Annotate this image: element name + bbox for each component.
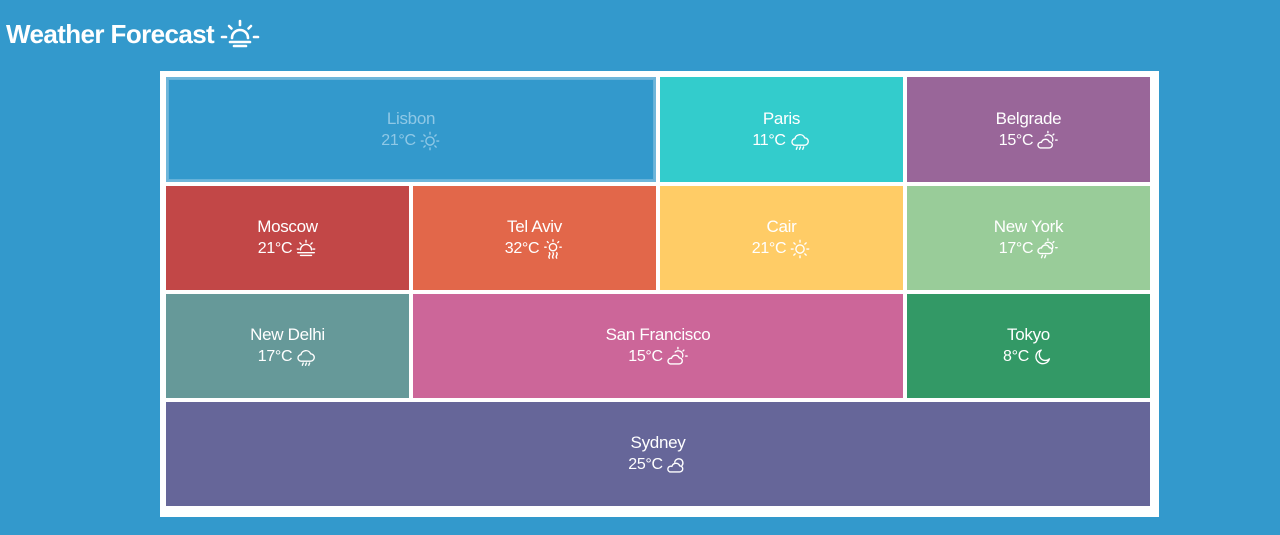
sun-icon [419, 130, 441, 152]
cloud-sun-icon [666, 454, 688, 476]
city-reading: 17°C [258, 346, 318, 368]
city-reading: 15°C [999, 130, 1059, 152]
city-name: Lisbon [386, 108, 436, 128]
city-reading: 11°C [752, 130, 810, 152]
temperature: 21°C [381, 131, 416, 149]
temperature: 11°C [752, 131, 786, 149]
city-name: Sydney [630, 433, 686, 452]
city-reading: 32°C [505, 238, 565, 260]
city-reading: 21°C [258, 238, 318, 260]
temperature: 32°C [504, 240, 540, 257]
weather-grid: Lisbon 21°C Paris 11°C Belgrade 15°C Mos… [160, 71, 1159, 517]
city-tile-new-york[interactable]: New York 17°C [907, 186, 1150, 290]
city-reading: 21°C [381, 130, 441, 152]
sun-cloud-icon [1036, 130, 1059, 152]
page-title: Weather Forecast [6, 14, 260, 54]
city-name: New Delhi [250, 325, 325, 344]
city-tile-belgrade[interactable]: Belgrade 15°C [907, 77, 1150, 182]
sun-fog-icon [295, 238, 317, 260]
city-tile-san-francisco[interactable]: San Francisco 15°C [413, 294, 903, 398]
temperature: 15°C [628, 348, 663, 365]
city-tile-tel-aviv[interactable]: Tel Aviv 32°C [413, 186, 656, 290]
temperature: 25°C [628, 456, 663, 473]
city-name: Tel Aviv [507, 217, 562, 236]
city-name: Cair [766, 217, 797, 236]
city-reading: 25°C [628, 454, 688, 476]
sun-cloud-rain-icon [1036, 238, 1059, 260]
city-name: Moscow [257, 217, 318, 236]
temperature: 21°C [751, 240, 787, 257]
city-reading: 17°C [999, 238, 1059, 260]
city-name: Paris [762, 108, 801, 128]
city-reading: 21°C [752, 238, 812, 260]
city-name: Belgrade [995, 108, 1062, 128]
sun-icon [789, 238, 811, 260]
cloud-rain-icon [295, 346, 317, 368]
city-tile-sydney[interactable]: Sydney 25°C [166, 402, 1150, 506]
cloud-rain-icon [789, 130, 811, 152]
temperature: 15°C [998, 131, 1034, 149]
city-tile-lisbon[interactable]: Lisbon 21°C [166, 77, 656, 182]
city-tile-moscow[interactable]: Moscow 21°C [166, 186, 409, 290]
temperature: 17°C [257, 348, 293, 365]
temperature: 21°C [257, 240, 293, 257]
moon-icon [1032, 346, 1054, 368]
page-title-text: Weather Forecast [6, 19, 215, 49]
sun-cloud-icon [666, 346, 688, 368]
temperature: 17°C [998, 240, 1034, 257]
city-tile-cair[interactable]: Cair 21°C [660, 186, 903, 290]
city-tile-paris[interactable]: Paris 11°C [660, 77, 903, 182]
city-reading: 8°C [1003, 346, 1054, 368]
city-reading: 15°C [628, 346, 688, 368]
city-name: New York [993, 217, 1064, 236]
temperature: 8°C [1003, 348, 1029, 365]
city-name: Tokyo [1007, 325, 1050, 344]
city-tile-tokyo[interactable]: Tokyo 8°C [907, 294, 1150, 398]
city-name: San Francisco [605, 325, 711, 344]
city-tile-new-delhi[interactable]: New Delhi 17°C [166, 294, 409, 398]
sun-heat-icon [542, 238, 564, 260]
sun-horizon-icon [220, 18, 260, 50]
